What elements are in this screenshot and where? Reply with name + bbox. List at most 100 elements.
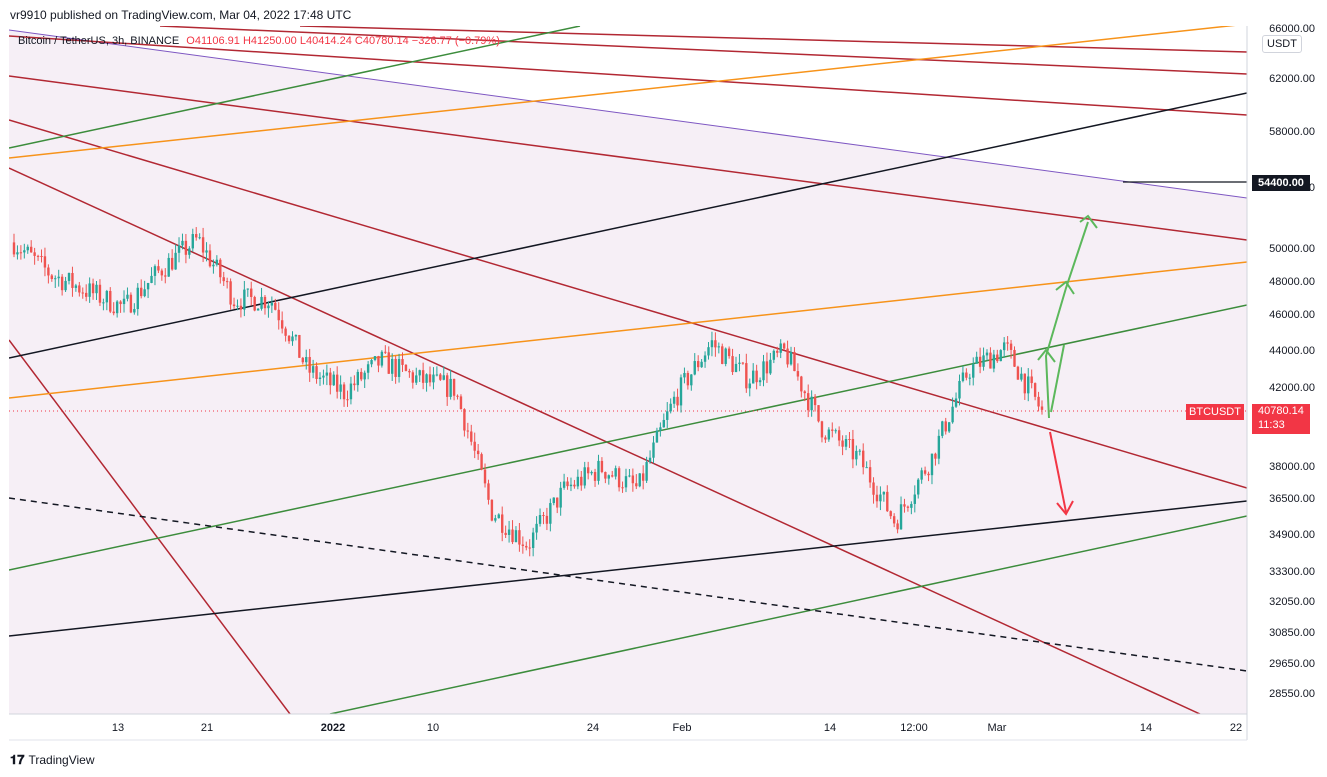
candle-body bbox=[294, 334, 298, 337]
candle-body bbox=[961, 372, 965, 381]
candle-body bbox=[74, 285, 78, 288]
candle-body bbox=[36, 255, 40, 257]
price-tick-label: 38000.00 bbox=[1269, 461, 1315, 474]
ohlc-legend: Bitcoin / TetherUS, 3h, BINANCE O41106.9… bbox=[18, 35, 500, 47]
candle-body bbox=[727, 348, 731, 357]
candle-body bbox=[975, 356, 978, 364]
candle-body bbox=[143, 289, 146, 297]
candle-body bbox=[243, 289, 246, 310]
currency-unit-button[interactable]: USDT bbox=[1262, 35, 1302, 53]
arrow-head bbox=[1056, 500, 1074, 516]
candle-body bbox=[115, 301, 119, 314]
candle-body bbox=[776, 350, 779, 353]
black-trendline-1 bbox=[9, 92, 1247, 359]
candle-body bbox=[459, 396, 463, 410]
red-trendline-3 bbox=[9, 35, 1247, 116]
candle-body bbox=[377, 356, 380, 366]
candle-body bbox=[184, 240, 188, 255]
candle-body bbox=[789, 351, 793, 365]
candle-body bbox=[631, 475, 635, 484]
candle-body bbox=[851, 439, 855, 460]
candle-body bbox=[164, 275, 167, 277]
candle-body bbox=[559, 487, 562, 508]
candle-body bbox=[793, 351, 796, 372]
candle-body bbox=[593, 472, 597, 481]
candle-body bbox=[824, 437, 827, 440]
candle-body bbox=[714, 340, 717, 348]
candle-body bbox=[614, 468, 617, 477]
candle-body bbox=[731, 356, 734, 373]
candle-body bbox=[19, 252, 23, 254]
candle-body bbox=[648, 457, 652, 462]
candle-body bbox=[978, 356, 982, 367]
candle-body bbox=[590, 472, 593, 474]
candle-body bbox=[841, 440, 844, 447]
candle-body bbox=[366, 364, 370, 373]
bullish-projection-arrows bbox=[1037, 214, 1098, 419]
arrow-head bbox=[1055, 280, 1075, 295]
candle-body bbox=[1023, 373, 1027, 394]
bullish-arrow-path bbox=[1044, 221, 1089, 419]
candle-body bbox=[287, 335, 291, 342]
price-tick-label: 33300.00 bbox=[1269, 565, 1315, 578]
candle-body bbox=[892, 516, 896, 524]
candle-body bbox=[700, 361, 703, 368]
candle-body bbox=[968, 377, 971, 379]
time-tick-label: 12:00 bbox=[900, 722, 928, 734]
candle-body bbox=[844, 438, 848, 447]
candle-body bbox=[597, 460, 600, 481]
candle-body bbox=[696, 361, 700, 368]
candle-body bbox=[676, 396, 679, 406]
candle-body bbox=[514, 530, 518, 543]
candle-body bbox=[562, 481, 566, 488]
price-tick-label: 28550.00 bbox=[1269, 688, 1315, 700]
candle-body bbox=[886, 491, 889, 512]
candle-body bbox=[930, 453, 934, 476]
candle-body bbox=[803, 391, 806, 394]
arrow-head bbox=[1079, 214, 1098, 229]
candle-body bbox=[528, 547, 531, 549]
candle-body bbox=[219, 259, 222, 278]
channel-zone bbox=[9, 30, 1247, 714]
candle-body bbox=[882, 491, 886, 495]
price-tick-label: 58000.00 bbox=[1269, 125, 1315, 138]
candle-body bbox=[1033, 383, 1037, 397]
time-tick-label: Mar bbox=[987, 722, 1007, 734]
candle-body bbox=[274, 302, 277, 310]
purple-trendline bbox=[9, 29, 1247, 199]
candle-body bbox=[140, 287, 143, 297]
candle-body bbox=[820, 421, 824, 438]
candle-body bbox=[222, 277, 225, 282]
candle-body bbox=[693, 361, 696, 375]
candle-body bbox=[875, 494, 879, 502]
candle-body bbox=[641, 473, 645, 481]
candle-body bbox=[215, 259, 219, 265]
candle-body bbox=[958, 380, 961, 399]
candle-body bbox=[452, 378, 456, 396]
candle-body bbox=[236, 305, 239, 307]
candle-body bbox=[920, 470, 923, 480]
candle-body bbox=[397, 359, 401, 377]
candle-body bbox=[1006, 342, 1009, 344]
candle-body bbox=[573, 484, 576, 487]
price-tick-label: 62000.00 bbox=[1269, 72, 1315, 85]
candle-body bbox=[813, 396, 817, 406]
candle-body bbox=[889, 511, 892, 517]
candle-body bbox=[270, 302, 274, 306]
candle-body bbox=[868, 467, 872, 483]
candle-body bbox=[683, 372, 686, 378]
candle-body bbox=[831, 429, 834, 431]
candle-body bbox=[1016, 366, 1020, 380]
candle-body bbox=[85, 292, 88, 297]
candle-body bbox=[549, 503, 552, 524]
candle-body bbox=[29, 246, 33, 253]
candle-body bbox=[941, 421, 944, 436]
candle-body bbox=[442, 375, 445, 380]
footer-brand[interactable]: 𝟏𝟕 TradingView bbox=[10, 752, 95, 768]
candle-body bbox=[748, 383, 751, 389]
candle-body bbox=[951, 406, 954, 423]
red-trendline-1 bbox=[299, 26, 1247, 53]
candle-body bbox=[318, 377, 322, 379]
candle-body bbox=[229, 281, 232, 305]
